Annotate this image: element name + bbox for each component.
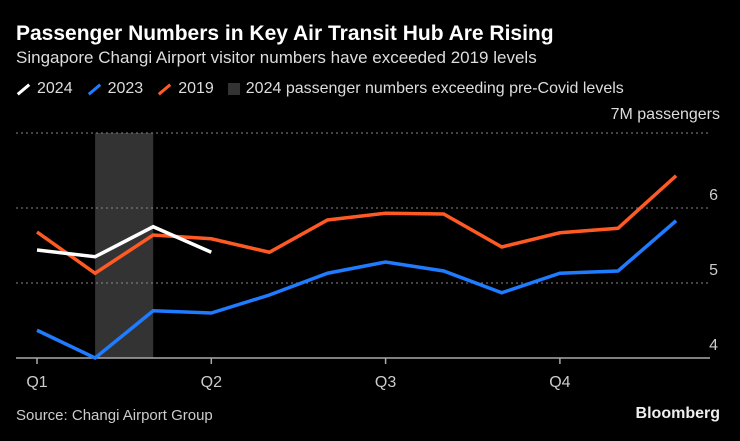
x-tick-label: Q2 <box>201 374 222 391</box>
series-line-2019 <box>35 174 678 276</box>
legend-item-2019: 2019 <box>157 80 214 98</box>
legend-label: 2023 <box>107 80 144 97</box>
brand-logo: Bloomberg <box>635 405 720 422</box>
x-tick-label: Q1 <box>26 374 47 391</box>
highlight-band <box>95 133 154 358</box>
legend-item-2023: 2023 <box>87 80 144 98</box>
chart-subtitle: Singapore Changi Airport visitor numbers… <box>16 48 537 67</box>
y-tick-label: 6 <box>709 187 718 204</box>
series-line-2023 <box>36 219 678 361</box>
legend-item-highlight: 2024 passenger numbers exceeding pre-Cov… <box>227 80 624 98</box>
legend-label: 2024 <box>37 80 73 97</box>
source-note: Source: Changi Airport Group <box>16 407 213 424</box>
x-tick-label: Q4 <box>549 374 570 391</box>
legend-swatch <box>227 83 240 95</box>
x-tick-label: Q3 <box>375 374 396 391</box>
legend-item-2024: 2024 <box>16 80 73 98</box>
unit-label: 7M passengers <box>610 106 720 123</box>
chart-title: Passenger Numbers in Key Air Transit Hub… <box>16 22 554 45</box>
y-tick-label: 5 <box>709 262 718 279</box>
legend-label: 2019 <box>178 80 214 97</box>
y-tick-label: 4 <box>709 337 718 354</box>
series-line-2024 <box>36 224 213 259</box>
legend-label: 2024 passenger numbers exceeding pre-Cov… <box>245 80 624 97</box>
legend: 2024 2023 2019 2024 passenger numbers ex… <box>16 80 624 98</box>
